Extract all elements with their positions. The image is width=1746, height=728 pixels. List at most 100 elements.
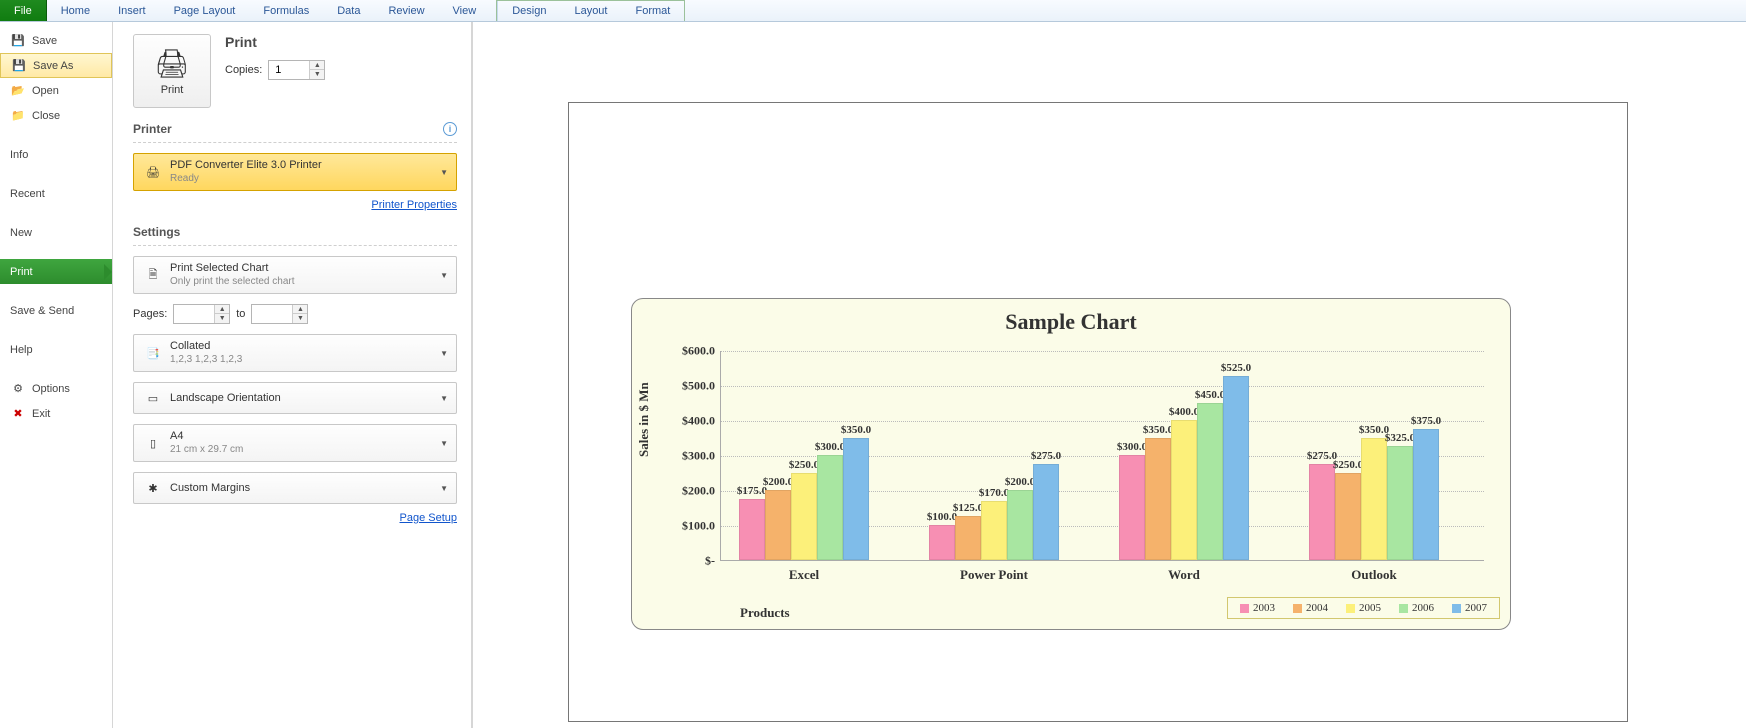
- margins-dropdown[interactable]: ✱ Custom Margins ▼: [133, 472, 457, 504]
- nav-print[interactable]: Print: [0, 259, 112, 284]
- tab-data[interactable]: Data: [323, 0, 374, 21]
- legend-swatch: [1346, 604, 1355, 613]
- nav-info[interactable]: Info: [0, 142, 112, 167]
- bar: [955, 516, 981, 560]
- copies-up[interactable]: ▲: [310, 61, 324, 70]
- y-tick-label: $300.0: [682, 449, 721, 464]
- legend-item: 2006: [1399, 602, 1434, 614]
- printer-properties-link[interactable]: Printer Properties: [133, 199, 457, 211]
- pages-to-spinner[interactable]: ▲▼: [251, 304, 308, 324]
- collated-icon: 📑: [142, 342, 164, 364]
- bar: [1033, 464, 1059, 560]
- settings-section-title: Settings: [133, 225, 457, 239]
- bar: [1335, 473, 1361, 561]
- legend-label: 2003: [1253, 602, 1275, 614]
- category-label: Outlook: [1351, 567, 1397, 583]
- print-preview: Sample Chart Sales in $ Mn Products $-$1…: [473, 22, 1746, 728]
- save-icon: 💾: [10, 33, 26, 49]
- paper-title: A4: [170, 429, 440, 443]
- bar: [843, 438, 869, 561]
- chevron-down-icon: ▼: [440, 439, 448, 448]
- paper-icon: ▯: [142, 432, 164, 454]
- pages-to-input[interactable]: [252, 308, 292, 320]
- x-axis-label: Products: [740, 605, 790, 621]
- exit-icon: ✖: [10, 406, 26, 422]
- legend-item: 2007: [1452, 602, 1487, 614]
- pages-label: Pages:: [133, 308, 167, 320]
- tab-file[interactable]: File: [0, 0, 47, 21]
- margins-label: Custom Margins: [170, 481, 440, 495]
- print-panel: 🖨 Print Print Copies: ▲▼ Printer: [113, 22, 473, 728]
- nav-save-as[interactable]: 💾Save As: [0, 53, 112, 78]
- tab-design[interactable]: Design: [497, 1, 560, 21]
- y-tick-label: $100.0: [682, 519, 721, 534]
- copies-spinner[interactable]: ▲▼: [268, 60, 325, 80]
- pages-to-down[interactable]: ▼: [293, 314, 307, 323]
- bar-label: $450.0: [1195, 389, 1225, 401]
- bar-label: $375.0: [1411, 415, 1441, 427]
- pages-from-down[interactable]: ▼: [215, 314, 229, 323]
- page-setup-link[interactable]: Page Setup: [133, 512, 457, 524]
- nav-save-send-label: Save & Send: [10, 305, 74, 317]
- pages-from-up[interactable]: ▲: [215, 305, 229, 314]
- nav-recent[interactable]: Recent: [0, 181, 112, 206]
- orientation-dropdown[interactable]: ▭ Landscape Orientation ▼: [133, 382, 457, 414]
- print-button[interactable]: 🖨 Print: [133, 34, 211, 108]
- paper-dropdown[interactable]: ▯ A4 21 cm x 29.7 cm ▼: [133, 424, 457, 462]
- tab-home[interactable]: Home: [47, 0, 104, 21]
- bar-label: $170.0: [979, 487, 1009, 499]
- category-label: Excel: [789, 567, 819, 583]
- copies-down[interactable]: ▼: [310, 70, 324, 79]
- tab-insert[interactable]: Insert: [104, 0, 160, 21]
- chevron-down-icon: ▼: [440, 168, 448, 177]
- tab-formulas[interactable]: Formulas: [249, 0, 323, 21]
- legend-swatch: [1293, 604, 1302, 613]
- pages-to-up[interactable]: ▲: [293, 305, 307, 314]
- bar: [765, 490, 791, 560]
- printer-info-icon[interactable]: i: [443, 122, 457, 136]
- print-what-dropdown[interactable]: 🗎 Print Selected Chart Only print the se…: [133, 256, 457, 294]
- options-icon: ⚙: [10, 381, 26, 397]
- bar: [1387, 446, 1413, 560]
- paper-sub: 21 cm x 29.7 cm: [170, 443, 440, 457]
- bar: [1145, 438, 1171, 561]
- tab-page-layout[interactable]: Page Layout: [160, 0, 250, 21]
- bar: [1413, 429, 1439, 560]
- tab-review[interactable]: Review: [374, 0, 438, 21]
- copies-input[interactable]: [269, 64, 309, 76]
- pages-from-input[interactable]: [174, 308, 214, 320]
- bar: [1309, 464, 1335, 560]
- nav-save[interactable]: 💾 Save: [0, 28, 112, 53]
- y-axis-label: Sales in $ Mn: [636, 382, 652, 457]
- nav-help[interactable]: Help: [0, 337, 112, 362]
- printer-dropdown[interactable]: 🖨 PDF Converter Elite 3.0 Printer Ready …: [133, 153, 457, 191]
- printer-name: PDF Converter Elite 3.0 Printer: [170, 158, 440, 172]
- nav-open[interactable]: 📂Open: [0, 78, 112, 103]
- category-label: Word: [1168, 567, 1200, 583]
- print-button-label: Print: [161, 84, 184, 96]
- nav-close[interactable]: 📁Close: [0, 103, 112, 128]
- bar-label: $200.0: [1005, 476, 1035, 488]
- tab-layout[interactable]: Layout: [560, 1, 621, 21]
- margins-icon: ✱: [142, 477, 164, 499]
- tab-format[interactable]: Format: [621, 1, 684, 21]
- nav-exit[interactable]: ✖Exit: [0, 401, 112, 426]
- bar-label: $300.0: [815, 441, 845, 453]
- nav-options[interactable]: ⚙Options: [0, 376, 112, 401]
- legend-label: 2005: [1359, 602, 1381, 614]
- pages-from-spinner[interactable]: ▲▼: [173, 304, 230, 324]
- nav-save-send[interactable]: Save & Send: [0, 298, 112, 323]
- nav-new[interactable]: New: [0, 220, 112, 245]
- bar-label: $125.0: [953, 502, 983, 514]
- collated-dropdown[interactable]: 📑 Collated 1,2,3 1,2,3 1,2,3 ▼: [133, 334, 457, 372]
- tab-view[interactable]: View: [439, 0, 491, 21]
- bar-label: $525.0: [1221, 362, 1251, 374]
- nav-info-label: Info: [10, 149, 28, 161]
- bar: [739, 499, 765, 560]
- bar: [1361, 438, 1387, 561]
- bar: [1171, 420, 1197, 560]
- legend-item: 2003: [1240, 602, 1275, 614]
- bar: [929, 525, 955, 560]
- nav-save-label: Save: [32, 35, 57, 47]
- ribbon-tabs: File HomeInsertPage LayoutFormulasDataRe…: [0, 0, 1746, 22]
